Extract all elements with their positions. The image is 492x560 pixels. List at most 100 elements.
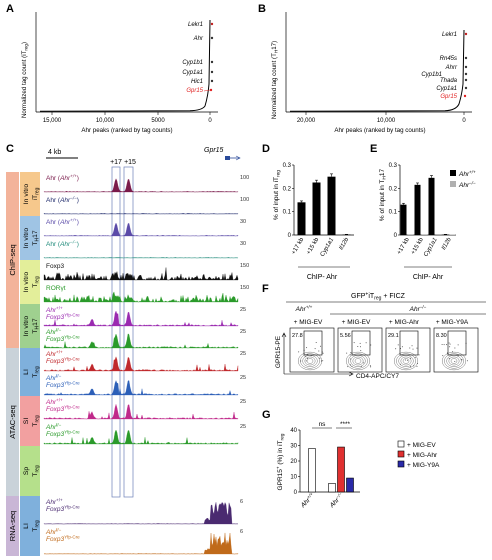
event-dot bbox=[406, 359, 408, 361]
y-tick-label: 0.3 bbox=[283, 163, 292, 169]
x-tick-part: −/− bbox=[335, 491, 343, 499]
svg-text:In vitro: In vitro bbox=[23, 272, 30, 293]
bar bbox=[297, 202, 306, 235]
track-label-part: Foxp3 bbox=[46, 536, 64, 543]
track-label-part: Yfp-Cre bbox=[64, 535, 80, 540]
panel-c: C ChIP-seq ATAC-seq RNA-seq In vitro iTr… bbox=[6, 143, 249, 556]
track-label-part: Yfp-Cre bbox=[64, 381, 80, 386]
track-label-part: −/− bbox=[70, 240, 77, 245]
panel-b-xtick: 10,000 bbox=[377, 118, 396, 124]
bar bbox=[346, 477, 354, 493]
x-tick-label: +15 kb bbox=[306, 236, 321, 255]
coverage-track bbox=[43, 502, 239, 525]
event-dot bbox=[370, 344, 372, 346]
track-label-part: Ahr bbox=[45, 399, 57, 406]
event-dot bbox=[411, 345, 413, 347]
contour bbox=[444, 353, 464, 369]
gene-label: Hic1 bbox=[191, 79, 203, 85]
flow-plot-frame bbox=[289, 327, 335, 373]
track-label-part: Ahr bbox=[59, 197, 71, 204]
event-dot bbox=[314, 348, 316, 350]
contour bbox=[448, 356, 460, 366]
track-label-part: Foxp3 bbox=[46, 382, 64, 389]
track-scale: 6 bbox=[240, 529, 243, 535]
coverage-track bbox=[43, 403, 239, 420]
panel-f-yaxis-label: GPR15-PE bbox=[275, 335, 282, 368]
track-scale: 6 bbox=[240, 499, 243, 505]
track-label-part: Yfp-Cre bbox=[64, 430, 80, 435]
chart-d: 0 0.1 0.2 0.3 +17 kb +15 kb Cyp1a1 Il12b bbox=[283, 163, 354, 268]
gate bbox=[447, 330, 467, 356]
track-label: RORγt bbox=[46, 285, 66, 292]
event-dot bbox=[319, 357, 321, 359]
event-dot bbox=[347, 366, 349, 368]
track-label-part: f/− bbox=[56, 374, 62, 379]
track-label-part: f/− bbox=[56, 328, 62, 333]
x-tick-label: +17 kb bbox=[291, 236, 306, 255]
track-label-part: Ahr bbox=[45, 499, 57, 506]
group-labels: In vitro iTreg In vitro TH17 In vitro Tr… bbox=[23, 184, 41, 532]
event-dot bbox=[442, 355, 444, 357]
event-dot bbox=[409, 347, 411, 349]
event-dot bbox=[350, 364, 352, 366]
track-label-part: Foxp3 bbox=[46, 336, 64, 343]
track-label-part: ) bbox=[77, 175, 79, 182]
track-label-part: Yfp-Cre bbox=[64, 505, 80, 510]
event-dot bbox=[446, 344, 448, 346]
panel-e-legend: Ahr+/+ Ahr−/− bbox=[450, 170, 476, 189]
svg-text:Sp: Sp bbox=[23, 467, 30, 476]
track-label-part: −/− bbox=[70, 196, 77, 201]
track-scale: 100 bbox=[240, 175, 249, 181]
rnaseq-strip bbox=[6, 496, 19, 556]
track-scale: 25 bbox=[240, 351, 246, 357]
event-dot bbox=[448, 342, 450, 344]
track-scale: 100 bbox=[240, 197, 249, 203]
track-label-part: Ahr bbox=[45, 424, 57, 431]
gate-percent: 8.30 bbox=[436, 333, 447, 339]
gate bbox=[351, 330, 371, 356]
panel-f-yaxis-arrow bbox=[281, 332, 287, 374]
track-label-part: f/− bbox=[56, 423, 62, 428]
coverage-track bbox=[43, 429, 239, 445]
track-label: Ahr (Ahr−/−) bbox=[46, 196, 79, 205]
legend-swatch bbox=[450, 181, 456, 187]
svg-text:TH17: TH17 bbox=[32, 318, 41, 334]
gene-label: Cyp1b1 bbox=[182, 60, 203, 66]
y-tick-label: 20 bbox=[290, 459, 297, 465]
track-label-part: Ahr bbox=[59, 241, 71, 248]
event-dot bbox=[441, 343, 443, 345]
contour bbox=[346, 351, 371, 371]
y-tick-label: 10 bbox=[290, 475, 297, 481]
track-label-part: Ahr ( bbox=[46, 219, 61, 226]
sidebar-label: ChIP-seq bbox=[8, 244, 17, 275]
chipseq-strip bbox=[6, 172, 19, 348]
legend-swatch bbox=[450, 170, 456, 176]
legend-swatch bbox=[397, 440, 405, 448]
event-dot bbox=[322, 352, 324, 354]
track-label: Ahr (Ahr−/−) bbox=[46, 240, 79, 249]
track-label: Ahrf/− bbox=[45, 328, 62, 337]
contour bbox=[348, 353, 368, 369]
track-label-part: Ahr ( bbox=[46, 241, 61, 248]
track-scale: 25 bbox=[240, 424, 246, 430]
svg-text:Treg: Treg bbox=[32, 276, 41, 288]
bar bbox=[435, 234, 442, 235]
track-label: Foxp3Yfp-Cre bbox=[46, 313, 80, 322]
group-strips bbox=[20, 172, 40, 556]
y-tick-label: 0.2 bbox=[283, 186, 292, 192]
event-dot bbox=[369, 365, 371, 367]
x-tick-label: Il12b bbox=[441, 236, 453, 251]
bar bbox=[421, 234, 428, 235]
condition-label: + MIG-EV bbox=[294, 319, 323, 326]
enhancer-markers: +17 +15 bbox=[110, 159, 136, 166]
event-dot bbox=[306, 347, 308, 349]
enhancer-highlight bbox=[123, 166, 134, 498]
atacseq-strip bbox=[6, 348, 19, 496]
condition-label: + MIG-Ahr bbox=[389, 319, 420, 326]
gate-percent: 27.8 bbox=[292, 333, 303, 339]
svg-text:Treg: Treg bbox=[32, 465, 41, 477]
bar bbox=[428, 177, 435, 235]
coverage-track bbox=[43, 267, 239, 281]
event-dot bbox=[410, 366, 412, 368]
